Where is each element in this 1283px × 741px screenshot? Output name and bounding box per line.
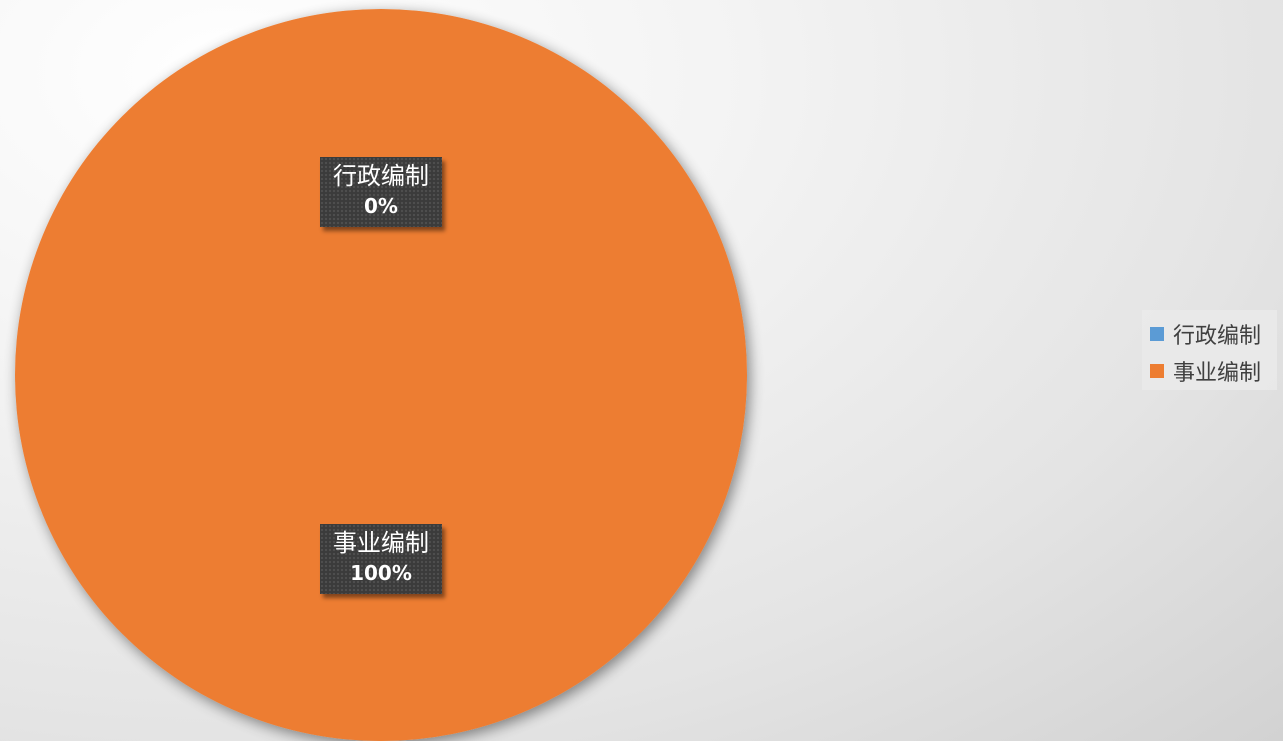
pie-slices — [15, 9, 747, 741]
legend-swatch-xingzheng — [1150, 326, 1164, 341]
legend-item-shiye: 事业编制 — [1150, 352, 1277, 389]
data-label-xingzheng-name: 行政编制 — [333, 162, 429, 190]
chart-legend: 行政编制 事业编制 — [1142, 310, 1277, 390]
data-label-shiye-percent: 100% — [350, 561, 412, 585]
data-label-shiye: 事业编制 100% — [320, 524, 442, 594]
legend-item-xingzheng: 行政编制 — [1150, 315, 1277, 352]
data-label-xingzheng: 行政编制 0% — [320, 157, 442, 227]
legend-swatch-shiye — [1150, 363, 1164, 378]
data-label-xingzheng-percent: 0% — [364, 194, 398, 218]
legend-label-shiye: 事业编制 — [1173, 360, 1262, 386]
legend-label-xingzheng: 行政编制 — [1173, 323, 1262, 349]
pie-slice-shiye — [15, 9, 747, 741]
data-label-shiye-name: 事业编制 — [333, 529, 429, 557]
